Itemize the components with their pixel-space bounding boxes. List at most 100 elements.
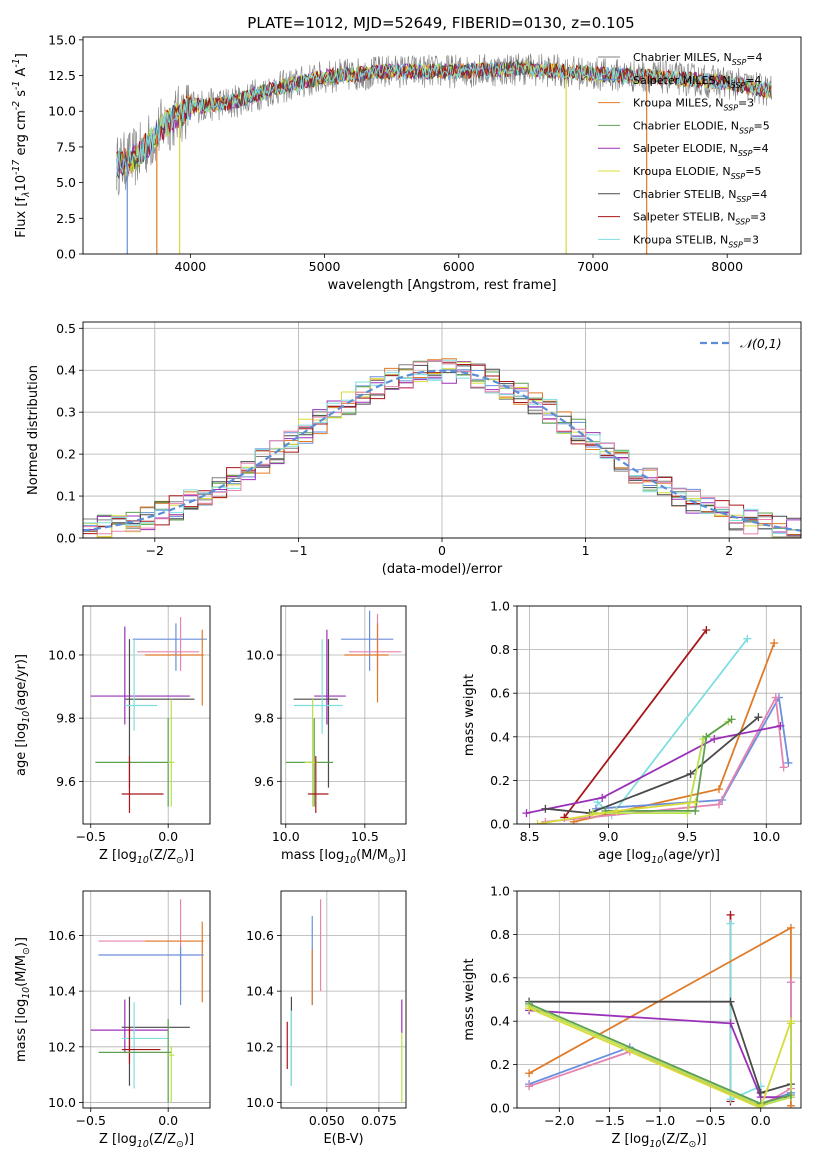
panel-mass_vs_Z: −0.5 0.0 10.0 10.2 10.4 10.6 Z [log10​(Z/Z⊙​)]… <box>14 890 211 1150</box>
x-tick-label: −2 <box>146 543 164 558</box>
x-tick-label: 2 <box>725 543 733 558</box>
histogram-step <box>83 360 801 538</box>
legend-label: 𝒩(0,1) <box>740 336 782 351</box>
x-tick-label: −0.5 <box>695 1113 725 1128</box>
x-tick-label: 0.0 <box>751 1113 771 1128</box>
x-tick-label: 8.5 <box>520 829 540 844</box>
plot-area <box>286 899 403 1103</box>
weight-marker <box>686 769 695 778</box>
plot-area <box>525 910 795 1108</box>
y-tick-label: 10.0 <box>48 647 76 662</box>
y-tick-label: 0.0 <box>56 247 76 262</box>
y-tick-label: 10.0 <box>48 104 76 119</box>
y-tick-label: 9.6 <box>254 774 274 789</box>
weight-line <box>528 1007 792 1108</box>
weight-marker <box>691 798 700 807</box>
y-axis-label: Normed distribution <box>26 365 41 495</box>
y-tick-label: 7.5 <box>56 139 76 154</box>
x-tick-label: 0.075 <box>361 1113 397 1128</box>
spectrum-line <box>116 61 772 177</box>
x-tick-label: −0.5 <box>76 1113 106 1128</box>
x-tick-label: 10.0 <box>752 829 780 844</box>
panel-age_vs_Z: −0.5 0.0 9.6 9.8 10.0 Z [log10​(Z/Z⊙​)] age [l… <box>14 605 211 866</box>
weight-marker <box>743 634 752 643</box>
weight-line <box>529 1000 792 1094</box>
x-axis-label: age [log10​(age/yr)] <box>598 848 720 866</box>
weight-marker <box>525 1069 534 1078</box>
plot-area <box>83 358 801 538</box>
x-axis-label: wavelength [Angstrom, rest frame] <box>328 278 557 293</box>
y-tick-label: 9.8 <box>254 711 274 726</box>
weight-marker <box>588 809 597 818</box>
y-tick-label: 10.0 <box>48 1095 76 1110</box>
x-tick-label: 6000 <box>443 259 475 274</box>
panel-age_vs_mass: 10.0 10.5 9.6 9.8 10.0 mass [log10​(M/M⊙​)] <box>246 605 407 866</box>
axes-frame <box>516 605 802 825</box>
x-tick-label: 7000 <box>577 259 609 274</box>
y-tick-label: 0.2 <box>490 1057 510 1072</box>
y-tick-label: 1.0 <box>490 599 510 614</box>
plot-area <box>285 610 402 813</box>
legend-label: Kroupa ELODIE, NSSP​=5 <box>633 165 761 181</box>
y-tick-label: 12.5 <box>48 68 76 83</box>
figure-title: PLATE=1012, MJD=52649, FIBERID=0130, z=0… <box>247 14 634 32</box>
y-tick-label: 10.4 <box>48 984 76 999</box>
panel-spectrum: 4000 5000 6000 7000 8000 0.0 2.5 5.0 7.5 10.0 12.5… <box>11 32 802 293</box>
y-tick-label: 0.1 <box>56 489 76 504</box>
legend: Chabrier MILES, NSSP​=4 Salpeter MILES, N… <box>598 51 770 249</box>
x-tick-label: 9.0 <box>599 829 619 844</box>
legend-label: Chabrier MILES, NSSP​=4 <box>633 51 763 67</box>
weight-marker <box>786 1101 795 1108</box>
x-axis-label: Z [log10​(Z/Z⊙​)] <box>99 1132 194 1150</box>
axes-frame <box>82 36 802 255</box>
y-tick-label: 10.6 <box>48 928 76 943</box>
y-tick-label: 9.8 <box>56 711 76 726</box>
panel-mass_vs_EBV: 0.050 0.075 10.0 10.2 10.4 10.6 E(B-V) <box>246 890 407 1147</box>
y-tick-label: 9.6 <box>56 774 76 789</box>
x-tick-label: 10.0 <box>272 829 300 844</box>
y-tick-label: 10.2 <box>246 1039 274 1054</box>
weight-marker <box>786 978 795 987</box>
x-tick-label: −2.0 <box>544 1113 574 1128</box>
y-tick-label: 0.8 <box>490 642 510 657</box>
legend-label: Kroupa MILES, NSSP​=3 <box>633 97 754 113</box>
x-tick-label: −0.5 <box>76 829 106 844</box>
x-tick-label: 8000 <box>711 259 743 274</box>
legend-label: Salpeter MILES, NSSP​=4 <box>633 74 761 90</box>
x-tick-label: 4000 <box>174 259 206 274</box>
y-tick-label: 0.3 <box>56 405 76 420</box>
x-tick-label: 0.050 <box>309 1113 345 1128</box>
weight-line <box>563 629 708 819</box>
x-tick-label: 1 <box>582 543 590 558</box>
axes-frame <box>82 605 211 825</box>
y-tick-label: 0.2 <box>56 447 76 462</box>
plot-area <box>116 53 772 254</box>
weight-marker <box>770 639 779 648</box>
weight-line <box>526 725 781 814</box>
y-tick-label: 0.5 <box>56 321 76 336</box>
x-axis-label: Z [log10​(Z/Z⊙​)] <box>99 848 194 866</box>
weight-marker <box>714 800 723 809</box>
legend-label: Chabrier STELIB, NSSP​=4 <box>633 188 767 204</box>
y-tick-label: 15.0 <box>48 32 76 47</box>
weight-marker <box>776 721 785 730</box>
weight-marker <box>541 804 550 813</box>
weight-marker <box>522 809 531 818</box>
weight-marker <box>691 806 700 815</box>
y-axis-label: mass [log10​(M/M⊙​)] <box>14 937 32 1062</box>
weight-line <box>729 923 762 1101</box>
y-axis-label: mass weight <box>462 958 477 1040</box>
weight-marker <box>525 1004 534 1013</box>
axes-frame <box>82 890 211 1109</box>
y-tick-label: 10.0 <box>246 647 274 662</box>
x-tick-label: 9.5 <box>677 829 697 844</box>
weight-marker <box>702 625 711 634</box>
weight-marker <box>726 919 735 928</box>
y-tick-label: 5.0 <box>56 175 76 190</box>
weight-line <box>595 694 790 810</box>
weight-marker <box>784 758 793 767</box>
legend-label: Chabrier ELODIE, NSSP​=5 <box>633 119 770 135</box>
weight-marker <box>754 713 763 722</box>
x-tick-label: −1.5 <box>594 1113 624 1128</box>
